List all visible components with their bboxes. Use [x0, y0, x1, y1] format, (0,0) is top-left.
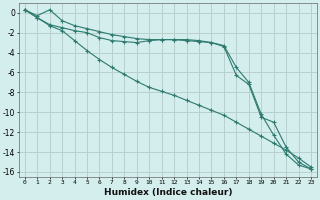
- X-axis label: Humidex (Indice chaleur): Humidex (Indice chaleur): [104, 188, 232, 197]
